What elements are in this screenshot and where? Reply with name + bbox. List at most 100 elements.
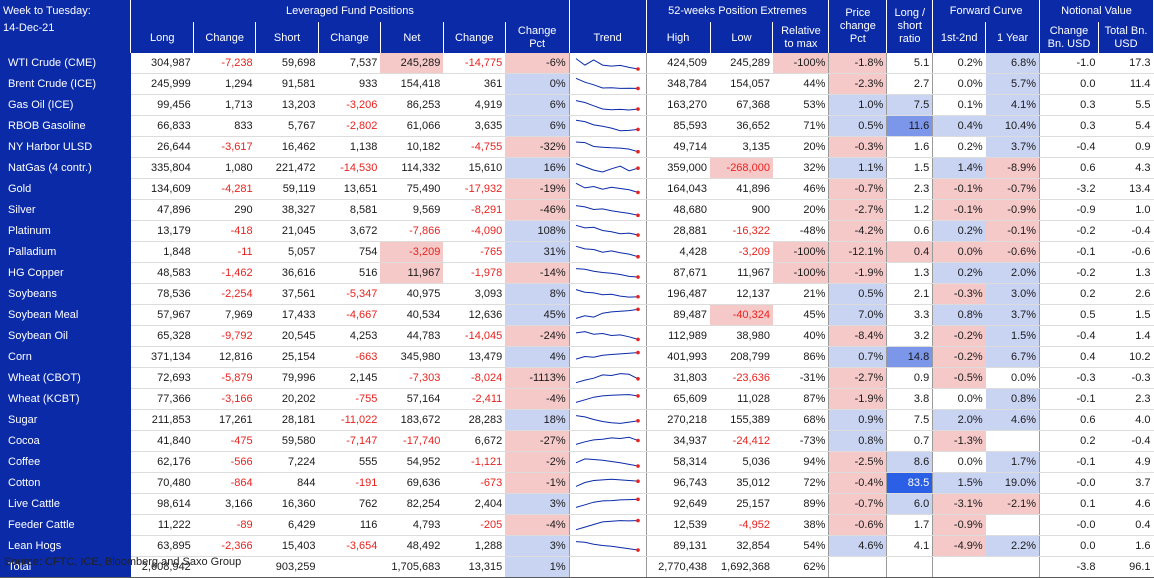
low-value: 36,652 bbox=[710, 115, 773, 137]
sparkline-svg bbox=[575, 289, 640, 299]
price-change-value: -2.7% bbox=[828, 367, 887, 389]
curve-1st-2nd-value: 0.2% bbox=[932, 220, 986, 242]
notional-change-value: -0.4 bbox=[1039, 325, 1099, 347]
short-value: 25,154 bbox=[255, 346, 319, 368]
row-label: Cocoa bbox=[0, 430, 131, 452]
curve-1st-2nd-value: 2.0% bbox=[932, 409, 986, 431]
table-row: Coffee 62,176 -566 7,224 555 54,952 -1,121 -2% 5… bbox=[0, 451, 1154, 473]
table-row: Lean Hogs 63,895 -2,366 15,403 -3,654 48,492 1… bbox=[0, 535, 1154, 557]
table-row: Brent Crude (ICE) 245,999 1,294 91,581 933 15… bbox=[0, 73, 1154, 95]
trend-sparkline bbox=[568, 367, 647, 389]
curve-1st-2nd-value: 0.2% bbox=[932, 262, 986, 284]
change-long-value: -566 bbox=[193, 451, 256, 473]
sparkline-line bbox=[575, 77, 638, 89]
long-short-ratio-value: 1.5 bbox=[886, 157, 933, 179]
change-long-value: -418 bbox=[193, 220, 256, 242]
notional-change-value: -0.0 bbox=[1039, 472, 1099, 494]
change-net-value: 2,404 bbox=[443, 493, 506, 515]
price-change-value: -12.1% bbox=[828, 241, 887, 263]
change-short-value: 555 bbox=[318, 451, 381, 473]
net-value: 183,672 bbox=[380, 409, 444, 431]
curve-1-year-value bbox=[985, 430, 1041, 452]
notional-change-value: -0.3 bbox=[1039, 367, 1099, 389]
long-value: 11,222 bbox=[130, 514, 194, 536]
row-label: NY Harbor ULSD bbox=[0, 136, 131, 158]
notional-change-value: 0.1 bbox=[1039, 493, 1099, 515]
change-long-value: 7,969 bbox=[193, 304, 256, 326]
change-long-value: -1,462 bbox=[193, 262, 256, 284]
sparkline-line bbox=[575, 205, 638, 216]
long-value: 77,366 bbox=[130, 388, 194, 410]
relative-to-max-value: -31% bbox=[772, 367, 829, 389]
long-value: 48,583 bbox=[130, 262, 194, 284]
header-row-columns: 14-Dec-21 Long Change Short Change Net C… bbox=[0, 22, 1154, 53]
short-value: 221,472 bbox=[255, 157, 319, 179]
net-value: 10,182 bbox=[380, 136, 444, 158]
header-forward-curve: Forward Curve bbox=[932, 0, 1041, 22]
header-title-line1: Week to Tuesday: bbox=[0, 0, 132, 22]
price-change-value: -2.3% bbox=[828, 73, 887, 95]
table-row: Corn 371,134 12,816 25,154 -663 345,980 13,479… bbox=[0, 346, 1154, 368]
curve-1-year-value: -0.6% bbox=[985, 241, 1041, 263]
change-long-value: 290 bbox=[193, 199, 256, 221]
notional-change-value: 0.0 bbox=[1039, 73, 1099, 95]
change-short-value: 516 bbox=[318, 262, 381, 284]
relative-to-max-value: -100% bbox=[772, 241, 829, 263]
sparkline-svg bbox=[575, 268, 640, 279]
high-value: 112,989 bbox=[645, 325, 711, 347]
long-short-ratio-value: 3.8 bbox=[886, 388, 933, 410]
table-row: NY Harbor ULSD 26,644 -3,617 16,462 1,138 10,… bbox=[0, 136, 1154, 158]
relative-to-max-value: -73% bbox=[772, 430, 829, 452]
relative-to-max-value: 86% bbox=[772, 346, 829, 368]
sparkline-last-point bbox=[635, 107, 640, 111]
net-value: 4,793 bbox=[380, 514, 444, 536]
row-label: RBOB Gasoline bbox=[0, 115, 131, 137]
short-value: 17,433 bbox=[255, 304, 319, 326]
change-pct-value: -19% bbox=[505, 178, 570, 200]
change-pct-value: 18% bbox=[505, 409, 570, 431]
notional-change-value: 0.6 bbox=[1039, 157, 1099, 179]
relative-to-max-value: -48% bbox=[772, 220, 829, 242]
sparkline-last-point bbox=[635, 419, 640, 423]
sparkline-line bbox=[575, 245, 638, 258]
table-row: Soybean Oil 65,328 -9,792 20,545 4,253 44,783… bbox=[0, 325, 1154, 347]
change-long-value: -7,238 bbox=[193, 53, 256, 74]
relative-to-max-value: 45% bbox=[772, 304, 829, 326]
table-row: Cocoa 41,840 -475 59,580 -7,147 -17,740 6,672-… bbox=[0, 430, 1154, 452]
trend-sparkline bbox=[568, 304, 647, 326]
relative-to-max-value: 20% bbox=[772, 136, 829, 158]
curve-1st-2nd-value: 0.2% bbox=[932, 136, 986, 158]
sparkline-line bbox=[575, 520, 638, 531]
net-value: 40,534 bbox=[380, 304, 444, 326]
low-value: -16,322 bbox=[710, 220, 773, 242]
low-value: 67,368 bbox=[710, 94, 773, 116]
sparkline-last-point bbox=[635, 67, 640, 71]
low-value: 5,036 bbox=[710, 451, 773, 473]
header-col-change-pct: Change Pct bbox=[505, 22, 570, 53]
change-long-value: -5,879 bbox=[193, 367, 256, 389]
trend-sparkline bbox=[568, 451, 647, 473]
relative-to-max-value: 54% bbox=[772, 535, 829, 557]
long-short-ratio-value: 1.6 bbox=[886, 136, 933, 158]
header-notional-value: Notional Value bbox=[1039, 0, 1154, 22]
low-value: 25,157 bbox=[710, 493, 773, 515]
notional-change-value: -1.0 bbox=[1039, 53, 1099, 74]
change-pct-value: 0% bbox=[505, 73, 570, 95]
notional-change-value: 0.2 bbox=[1039, 430, 1099, 452]
curve-1-year-value: 10.4% bbox=[985, 115, 1041, 137]
curve-1-year-value: -0.7% bbox=[985, 178, 1041, 200]
row-label: Silver bbox=[0, 199, 131, 221]
short-value: 13,203 bbox=[255, 94, 319, 116]
curve-1-year-value bbox=[985, 514, 1041, 536]
notional-change-value: -0.1 bbox=[1039, 451, 1099, 473]
sparkline-line bbox=[575, 119, 638, 132]
row-label: Cotton bbox=[0, 472, 131, 494]
header-col-total-bn-usd: Total Bn. USD bbox=[1098, 22, 1154, 53]
sparkline-line bbox=[575, 541, 638, 551]
relative-to-max-value: 71% bbox=[772, 115, 829, 137]
change-long-value: -4,281 bbox=[193, 178, 256, 200]
sparkline-last-point bbox=[635, 497, 640, 502]
net-value: 82,254 bbox=[380, 493, 444, 515]
long-short-ratio-value: 0.9 bbox=[886, 367, 933, 389]
